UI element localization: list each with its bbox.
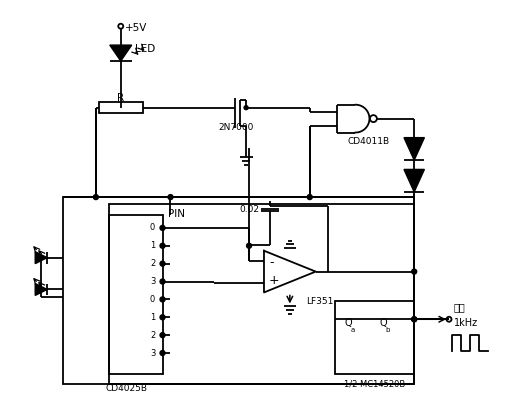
Circle shape bbox=[118, 24, 123, 29]
Circle shape bbox=[246, 243, 252, 248]
Circle shape bbox=[160, 243, 165, 248]
Text: LF351: LF351 bbox=[306, 297, 333, 306]
Circle shape bbox=[160, 279, 165, 284]
Circle shape bbox=[160, 315, 165, 320]
Text: 1/2 MC14520B: 1/2 MC14520B bbox=[344, 379, 405, 388]
Circle shape bbox=[160, 225, 165, 230]
Circle shape bbox=[412, 317, 417, 322]
Circle shape bbox=[412, 269, 417, 274]
Text: LED: LED bbox=[135, 44, 155, 54]
Text: 1: 1 bbox=[150, 313, 155, 322]
Polygon shape bbox=[35, 252, 47, 264]
Bar bbox=[335, 301, 414, 374]
Text: PIN: PIN bbox=[167, 209, 185, 219]
Polygon shape bbox=[35, 283, 47, 296]
Text: 2: 2 bbox=[150, 259, 155, 268]
Text: Q: Q bbox=[345, 318, 352, 328]
Text: 2N7000: 2N7000 bbox=[218, 123, 254, 132]
Circle shape bbox=[94, 195, 98, 199]
Text: +5V: +5V bbox=[124, 23, 147, 33]
Circle shape bbox=[370, 115, 377, 122]
Circle shape bbox=[244, 106, 248, 110]
Text: 0.02: 0.02 bbox=[239, 206, 259, 214]
Circle shape bbox=[160, 261, 165, 266]
Bar bbox=[63, 197, 414, 384]
Text: +: + bbox=[269, 274, 280, 287]
Text: Q: Q bbox=[379, 318, 387, 328]
Circle shape bbox=[307, 195, 312, 199]
Text: a: a bbox=[350, 327, 355, 333]
Circle shape bbox=[160, 351, 165, 356]
Text: R: R bbox=[117, 93, 124, 103]
Text: b: b bbox=[385, 327, 390, 333]
Circle shape bbox=[168, 195, 173, 199]
Polygon shape bbox=[110, 45, 132, 61]
Polygon shape bbox=[404, 138, 424, 160]
Text: -: - bbox=[269, 256, 274, 269]
Circle shape bbox=[160, 297, 165, 302]
Text: CD4011B: CD4011B bbox=[348, 137, 390, 146]
Text: 3: 3 bbox=[150, 349, 155, 357]
Text: CD4025B: CD4025B bbox=[106, 384, 148, 393]
Text: 1kHz: 1kHz bbox=[454, 318, 478, 328]
Text: 3: 3 bbox=[150, 277, 155, 286]
Bar bbox=[109, 215, 163, 374]
Text: 输出: 输出 bbox=[454, 302, 465, 312]
Text: 0: 0 bbox=[150, 223, 155, 232]
Circle shape bbox=[160, 333, 165, 338]
Bar bbox=[99, 102, 143, 113]
Bar bbox=[109, 204, 414, 384]
Text: 1: 1 bbox=[150, 241, 155, 250]
Circle shape bbox=[447, 317, 451, 322]
Circle shape bbox=[412, 317, 417, 322]
Text: 0: 0 bbox=[150, 295, 155, 304]
Text: 2: 2 bbox=[150, 331, 155, 340]
Polygon shape bbox=[404, 169, 424, 192]
